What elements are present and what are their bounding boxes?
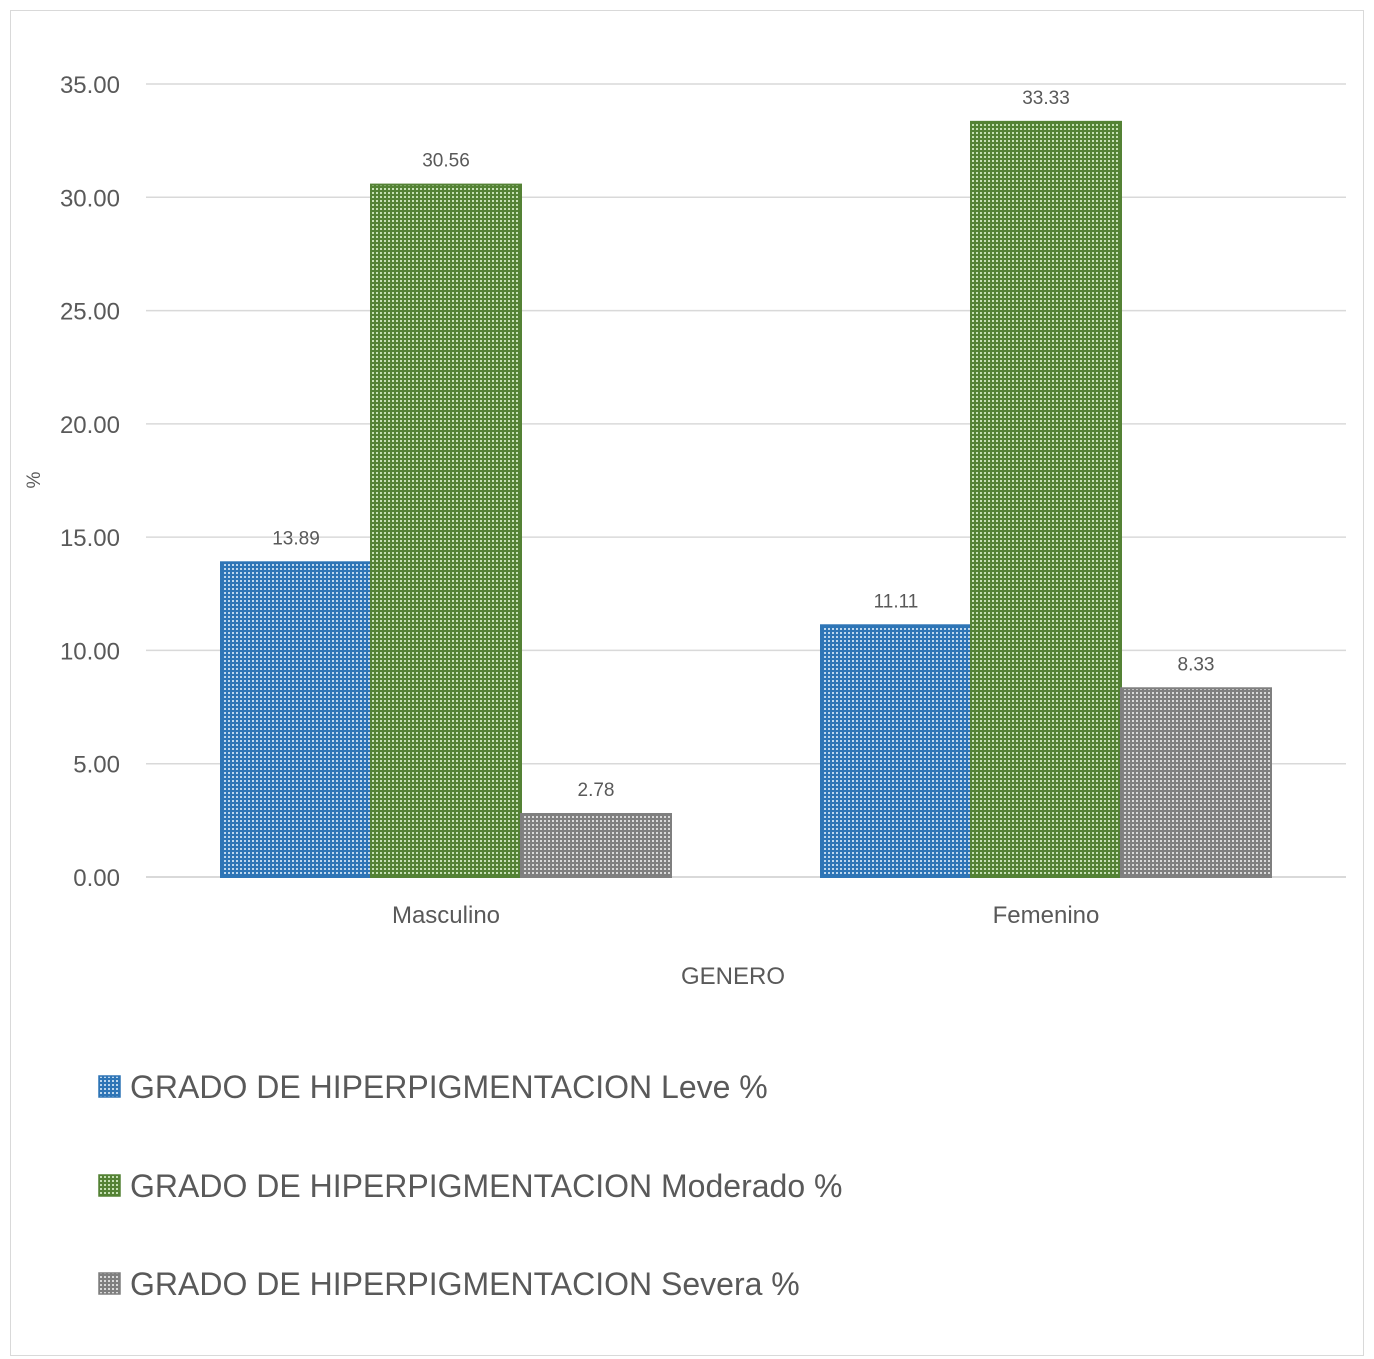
bar — [820, 624, 972, 878]
bar — [370, 183, 522, 878]
x-category-label: Masculino — [392, 902, 500, 929]
x-category-label: Femenino — [993, 902, 1100, 929]
legend-label: GRADO DE HIPERPIGMENTACION Severa % — [130, 1266, 800, 1302]
data-label: 33.33 — [1022, 88, 1070, 109]
data-label: 8.33 — [1178, 654, 1215, 675]
legend-label: GRADO DE HIPERPIGMENTACION Moderado % — [130, 1168, 842, 1204]
y-tick-label: 25.00 — [60, 299, 120, 326]
chart-frame — [10, 10, 1364, 1356]
legend-swatch — [98, 1075, 121, 1098]
bar — [220, 561, 372, 878]
x-axis-title: GENERO — [681, 963, 785, 990]
data-label: 2.78 — [578, 780, 615, 801]
y-tick-label: 20.00 — [60, 412, 120, 439]
y-axis-ticks: 0.00 5.00 10.00 15.00 20.00 25.00 30.00 35.00 — [60, 72, 120, 892]
legend-swatch — [98, 1272, 121, 1295]
legend: GRADO DE HIPERPIGMENTACION Leve % GRADO D… — [98, 1069, 842, 1302]
data-labels: 13.89 30.56 2.78 11.11 33.33 8.33 — [272, 88, 1214, 801]
y-tick-label: 0.00 — [73, 865, 120, 892]
y-tick-label: 5.00 — [73, 752, 120, 779]
data-label: 30.56 — [422, 151, 470, 172]
bar — [970, 120, 1122, 879]
y-tick-label: 15.00 — [60, 525, 120, 552]
legend-label: GRADO DE HIPERPIGMENTACION Leve % — [130, 1069, 768, 1105]
y-tick-label: 30.00 — [60, 185, 120, 212]
data-label: 13.89 — [272, 528, 320, 549]
data-label: 11.11 — [874, 591, 919, 612]
bar — [1120, 687, 1272, 878]
legend-swatch — [98, 1174, 121, 1197]
y-axis-title: % — [24, 471, 45, 488]
y-tick-label: 35.00 — [60, 72, 120, 99]
x-axis-categories: Masculino Femenino — [392, 902, 1099, 929]
bars — [220, 120, 1272, 879]
y-tick-label: 10.00 — [60, 638, 120, 665]
bar — [520, 813, 672, 878]
